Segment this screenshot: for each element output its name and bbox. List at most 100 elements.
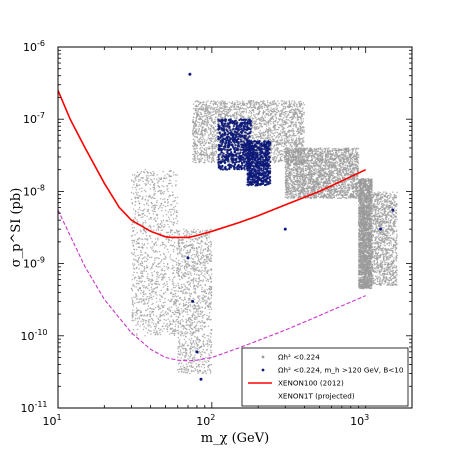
scatter-point xyxy=(338,197,341,199)
scatter-point xyxy=(288,135,290,137)
scatter-point xyxy=(298,195,301,198)
scatter-point xyxy=(231,104,233,107)
scatter-point xyxy=(267,108,269,110)
scatter-point xyxy=(281,100,284,102)
scatter-point xyxy=(301,115,303,117)
scatter-point xyxy=(237,113,240,116)
scatter-point xyxy=(284,196,287,198)
scatter-point xyxy=(203,108,205,111)
scatter-point xyxy=(224,111,226,113)
scatter-point xyxy=(206,157,209,159)
scatter-point xyxy=(251,109,253,112)
scatter-point xyxy=(330,195,332,197)
scatter-point xyxy=(193,159,196,161)
scatter-point xyxy=(262,103,265,105)
scatter-point xyxy=(267,130,270,133)
scatter-point xyxy=(300,174,302,177)
scatter-point xyxy=(296,143,298,146)
scatter-point xyxy=(290,196,293,198)
scatter-point xyxy=(287,192,290,194)
scatter-point xyxy=(338,175,340,178)
scatter-point xyxy=(198,124,201,126)
scatter-point xyxy=(202,108,204,110)
scatter-point xyxy=(217,110,219,113)
scatter-point xyxy=(291,181,293,184)
scatter-point xyxy=(233,108,235,111)
scatter-point xyxy=(227,110,229,112)
scatter-point xyxy=(291,145,293,148)
scatter-point xyxy=(301,144,304,146)
scatter-point xyxy=(215,129,217,131)
scatter-point xyxy=(339,184,341,187)
scatter-point xyxy=(237,105,240,107)
scatter-point xyxy=(272,103,274,105)
scatter-point xyxy=(218,112,220,114)
scatter-point xyxy=(297,147,300,149)
scatter-point xyxy=(242,104,244,107)
scatter-point xyxy=(239,114,241,117)
scatter-point xyxy=(264,104,266,106)
scatter-point xyxy=(292,138,295,140)
scatter-point xyxy=(281,139,284,141)
scatter-point xyxy=(255,103,258,106)
scatter-point xyxy=(287,190,289,193)
scatter-point xyxy=(192,116,195,119)
scatter-point xyxy=(290,197,292,200)
scatter-point xyxy=(291,120,293,123)
scatter-point xyxy=(218,109,221,111)
scatter-point xyxy=(226,114,229,117)
scatter-point xyxy=(298,183,300,185)
scatter-point xyxy=(347,152,350,154)
scatter-point xyxy=(286,119,289,121)
scatter-point xyxy=(263,119,265,122)
scatter-point xyxy=(260,106,262,108)
scatter-point xyxy=(330,188,333,191)
scatter-point xyxy=(347,173,350,175)
scatter-point xyxy=(242,108,245,110)
scatter-point xyxy=(342,186,345,188)
scatter-point xyxy=(285,112,287,115)
scatter-point xyxy=(195,116,197,119)
scatter-point xyxy=(221,110,224,113)
scatter-point xyxy=(315,183,317,185)
scatter-point xyxy=(324,190,327,192)
scatter-point xyxy=(262,134,265,136)
scatter-point xyxy=(303,103,306,106)
scatter-point xyxy=(299,100,302,103)
scatter-point xyxy=(256,133,258,136)
scatter-point xyxy=(293,123,295,125)
scatter-point xyxy=(332,174,335,177)
scatter-point xyxy=(208,117,211,120)
scatter-point xyxy=(330,170,333,173)
scatter-point xyxy=(302,189,305,191)
scatter-point xyxy=(297,142,300,145)
scatter-point xyxy=(263,122,265,125)
scatter-point xyxy=(296,166,299,169)
scatter-point xyxy=(297,149,299,151)
scatter-point xyxy=(320,160,322,162)
scatter-point xyxy=(289,144,292,147)
scatter-point xyxy=(316,172,318,174)
scatter-point xyxy=(323,195,326,197)
scatter-point xyxy=(269,128,272,130)
scatter-point xyxy=(313,147,316,150)
scatter-point xyxy=(296,177,298,180)
scatter-point xyxy=(319,175,322,178)
scatter-point xyxy=(349,149,351,151)
scatter-point xyxy=(198,158,200,161)
scatter-point xyxy=(214,103,216,105)
scatter-point xyxy=(284,141,287,143)
scatter-point xyxy=(302,159,304,162)
scatter-point xyxy=(274,113,276,115)
scatter-point xyxy=(268,104,270,107)
scatter-point xyxy=(286,151,289,154)
scatter-point xyxy=(207,120,209,122)
scatter-point xyxy=(329,192,331,195)
scatter-point xyxy=(212,114,214,116)
scatter-point xyxy=(285,173,287,176)
scatter-point xyxy=(287,166,290,169)
scatter-point xyxy=(290,130,292,132)
scatter-point xyxy=(241,138,244,140)
scatter-point xyxy=(326,196,328,198)
scatter-point xyxy=(197,154,199,156)
